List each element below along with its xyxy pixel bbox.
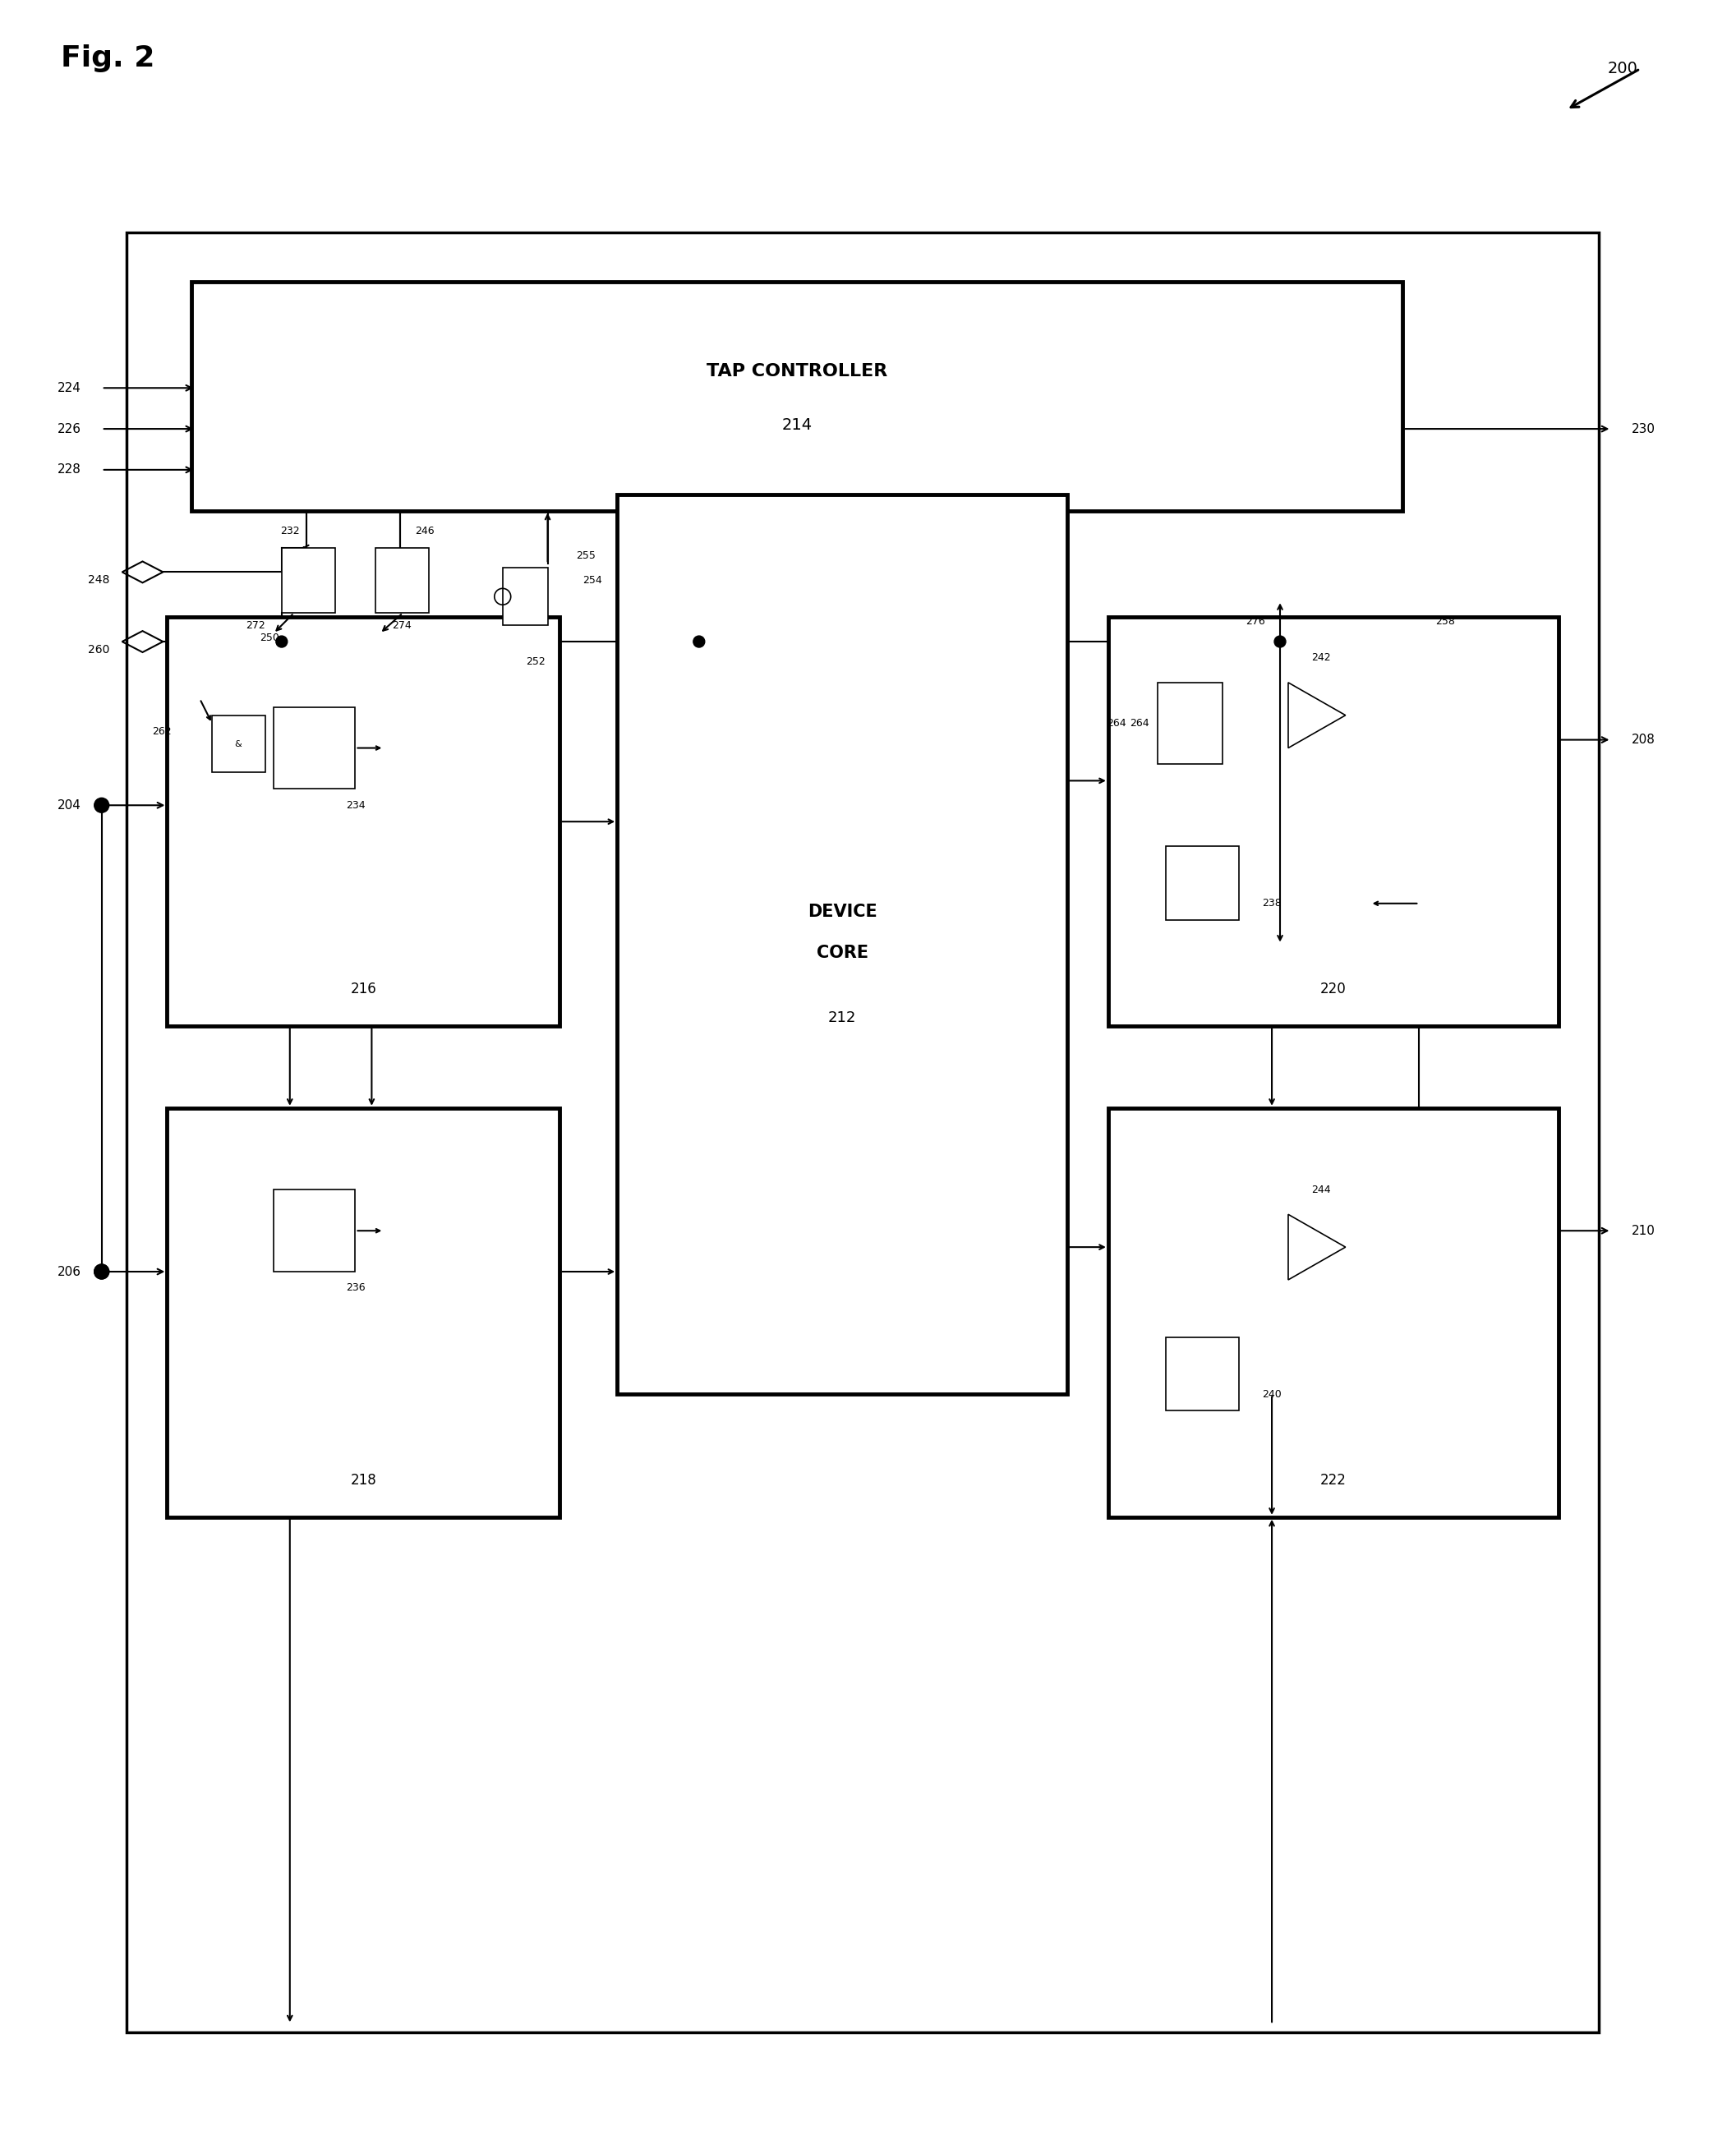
Bar (1165, 845, 1240, 920)
Text: CORE: CORE (816, 944, 868, 961)
Text: 208: 208 (1632, 734, 1656, 745)
Bar (503, 568, 547, 626)
Circle shape (94, 1264, 109, 1279)
Text: 206: 206 (57, 1266, 82, 1279)
Text: 212: 212 (828, 1010, 856, 1025)
Bar (191, 282, 1403, 510)
Text: 226: 226 (57, 423, 82, 436)
Text: &: & (234, 741, 241, 747)
Bar (167, 1108, 561, 1518)
Circle shape (276, 636, 288, 647)
Text: 246: 246 (415, 525, 434, 536)
Text: 210: 210 (1632, 1225, 1656, 1236)
Text: 224: 224 (57, 382, 82, 395)
Text: 230: 230 (1632, 423, 1656, 436)
Text: 276: 276 (1246, 615, 1266, 626)
Bar (1158, 683, 1222, 764)
Text: Fig. 2: Fig. 2 (61, 45, 155, 73)
Text: 248: 248 (89, 574, 109, 585)
Text: 262: 262 (151, 726, 172, 737)
Bar (212, 715, 266, 773)
Text: 260: 260 (89, 645, 109, 655)
Text: 232: 232 (279, 525, 300, 536)
Text: 264: 264 (1130, 717, 1149, 728)
Text: 238: 238 (1262, 899, 1281, 910)
Text: 250: 250 (260, 632, 279, 643)
Bar (618, 495, 1068, 1394)
Text: 244: 244 (1311, 1185, 1332, 1196)
Bar (1108, 1108, 1559, 1518)
Text: 204: 204 (57, 798, 82, 811)
Text: 222: 222 (1319, 1473, 1347, 1488)
Bar (167, 617, 561, 1027)
Text: 214: 214 (781, 416, 812, 433)
Text: 242: 242 (1311, 653, 1332, 664)
Text: 220: 220 (1319, 982, 1347, 997)
Text: 252: 252 (526, 658, 545, 668)
Text: TAP CONTROLLER: TAP CONTROLLER (707, 363, 887, 380)
Text: 240: 240 (1262, 1390, 1281, 1401)
Text: 272: 272 (247, 619, 266, 630)
Bar (274, 1189, 356, 1272)
Text: 218: 218 (351, 1473, 377, 1488)
Text: 216: 216 (351, 982, 377, 997)
Circle shape (1274, 636, 1286, 647)
Text: 274: 274 (392, 619, 411, 630)
Text: 264: 264 (1106, 717, 1127, 728)
Text: 228: 228 (57, 463, 82, 476)
Bar (375, 547, 429, 613)
Circle shape (94, 798, 109, 813)
Text: 234: 234 (345, 801, 365, 811)
Text: DEVICE: DEVICE (807, 903, 877, 920)
Bar (274, 707, 356, 790)
Bar (281, 547, 335, 613)
Bar (127, 233, 1599, 2033)
Bar (1108, 617, 1559, 1027)
Text: 258: 258 (1436, 615, 1455, 626)
Circle shape (94, 1264, 109, 1279)
Bar (1165, 1337, 1240, 1411)
Circle shape (693, 636, 705, 647)
Text: 200: 200 (1608, 60, 1637, 77)
Text: 254: 254 (583, 574, 602, 585)
Text: 236: 236 (345, 1283, 365, 1294)
Text: 255: 255 (576, 551, 595, 562)
